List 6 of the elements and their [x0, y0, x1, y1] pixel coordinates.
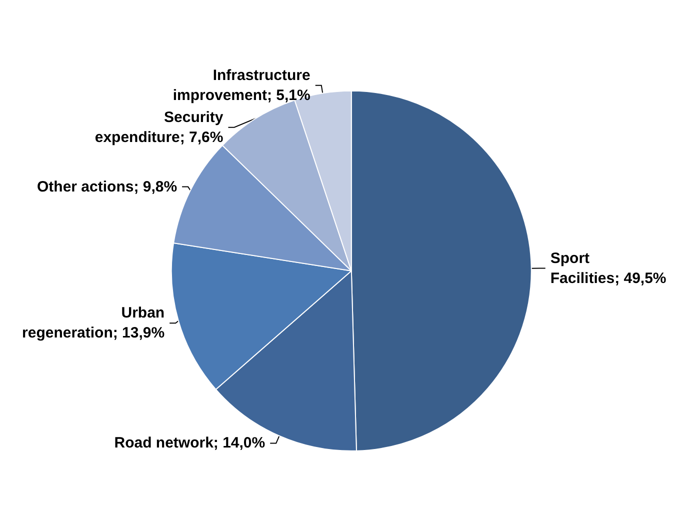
slice-label: Infrastructure improvement; 5,1% [172, 66, 310, 104]
slice-label: Security expenditure; 7,6% [94, 108, 224, 146]
slice-label: Other actions; 9,8% [37, 178, 178, 196]
slice-label: Road network; 14,0% [114, 434, 266, 452]
slice-label: Sport Facilities; 49,5% [550, 250, 666, 287]
slice-label: Urban regeneration; 13,9% [22, 304, 165, 342]
